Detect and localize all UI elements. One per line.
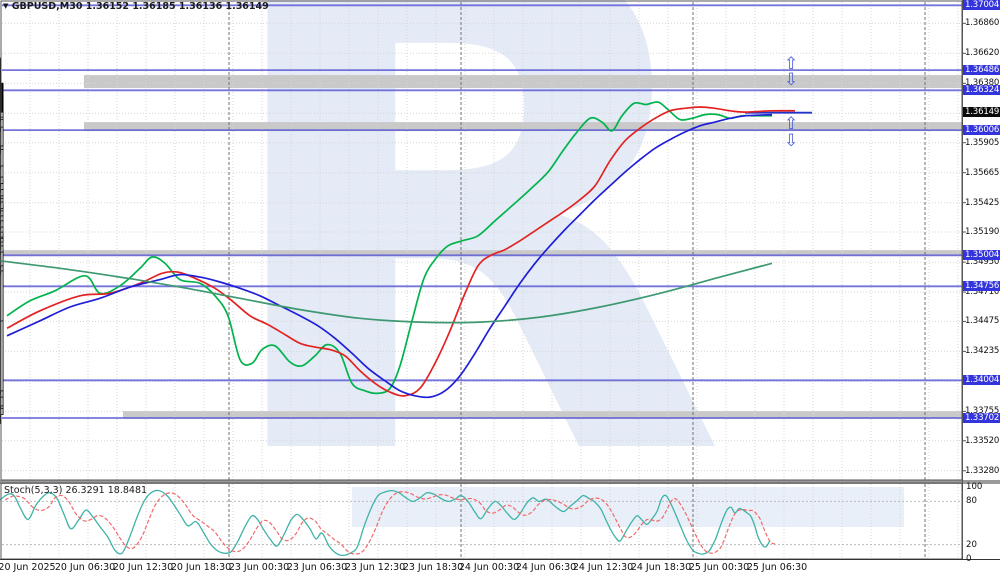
buy-signal-arrow-icon[interactable]: ⇧ bbox=[784, 54, 799, 74]
chart-title: ▼ GBPUSD,M30 1.36152 1.36185 1.36136 1.3… bbox=[3, 1, 269, 12]
price-zone bbox=[84, 122, 962, 132]
ohlc-values: 1.36152 1.36185 1.36136 1.36149 bbox=[85, 1, 269, 12]
broker-watermark-block bbox=[352, 487, 904, 527]
symbol-period: GBPUSD,M30 bbox=[11, 1, 83, 12]
price-zone bbox=[0, 250, 962, 256]
ma-slow bbox=[6, 113, 773, 399]
ma-fast bbox=[6, 101, 772, 395]
panel-separator bbox=[0, 480, 1000, 484]
sell-signal-arrow-icon[interactable]: ⇩ bbox=[784, 70, 799, 90]
ma-long bbox=[0, 259, 773, 324]
price-zone bbox=[84, 75, 962, 89]
stoch-d-value: 18.8481 bbox=[107, 485, 148, 496]
stochastic-indicator-label: Stoch(5,3,3) 26.3291 18.8481 bbox=[4, 485, 147, 496]
price-zone bbox=[123, 411, 962, 419]
stoch-k-line bbox=[0, 489, 771, 557]
stoch-name: Stoch(5,3,3) bbox=[4, 485, 63, 496]
broker-watermark-letter: R bbox=[205, 0, 729, 577]
stoch-d-line bbox=[4, 491, 776, 555]
collapse-triangle-icon[interactable]: ▼ bbox=[3, 2, 9, 10]
main-panel-frame bbox=[0, 0, 963, 481]
buy-signal-arrow-icon[interactable]: ⇧ bbox=[784, 114, 799, 134]
sell-signal-arrow-icon[interactable]: ⇩ bbox=[784, 131, 799, 151]
ma-mid bbox=[6, 106, 796, 397]
stoch-k-value: 26.3291 bbox=[65, 485, 105, 496]
